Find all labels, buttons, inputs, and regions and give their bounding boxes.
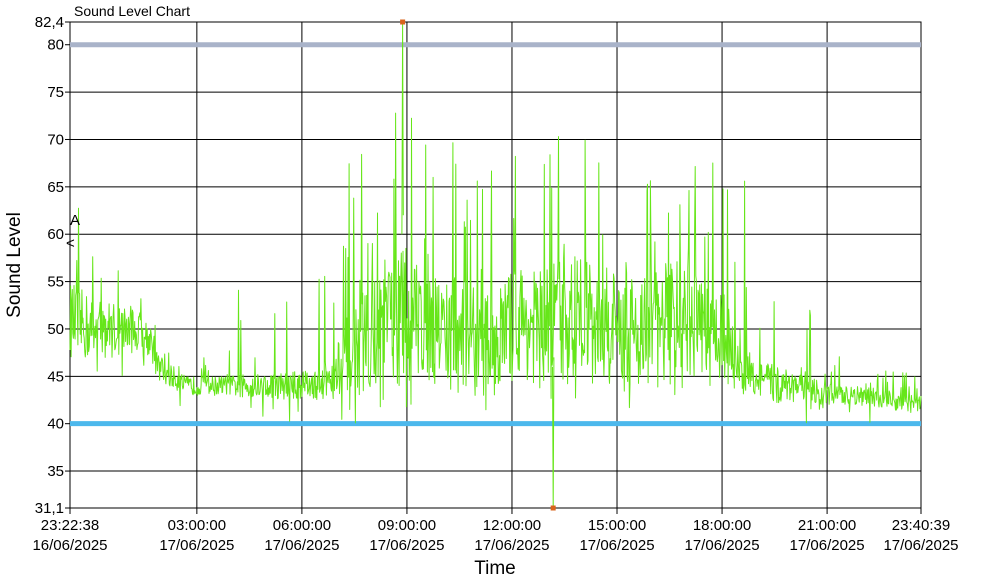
x-tick-time: 06:00:00 [273,517,331,534]
y-tick-label: 35 [47,463,64,480]
y-axis-label: Sound Level [4,212,25,318]
y-tick-label: 31,1 [35,500,64,517]
y-tick-label: 50 [47,321,64,338]
x-tick-date: 17/06/2025 [883,537,958,554]
extreme-markers [400,19,556,511]
x-tick-time: 12:00:00 [483,517,541,534]
x-tick-time: 03:00:00 [168,517,226,534]
y-tick-label: 40 [47,416,64,433]
x-tick-date: 17/06/2025 [369,537,444,554]
x-tick-date: 17/06/2025 [159,537,234,554]
threshold-lines [70,42,921,427]
y-axis-ticks: 82,4 80 75 70 65 60 55 50 45 40 35 31,1 [35,14,70,517]
x-axis-ticks: 23:22:38 16/06/2025 03:00:00 17/06/2025 06:0… [32,508,959,554]
chart-title: Sound Level Chart [74,3,190,19]
x-tick-time: 09:00:00 [378,517,436,534]
x-tick-date: 17/06/2025 [264,537,339,554]
x-tick-time: 15:00:00 [588,517,646,534]
x-tick-date: 17/06/2025 [790,537,865,554]
marker-glyph: < [66,235,75,252]
x-tick-time: 23:40:39 [892,517,950,534]
y-tick-label: 55 [47,274,64,291]
max-marker [400,19,406,25]
x-tick-date: 17/06/2025 [685,537,760,554]
y-tick-label: 45 [47,368,64,385]
y-tick-label: 80 [47,37,64,54]
x-axis-label: Time [474,558,516,579]
y-tick-label: 82,4 [35,14,64,31]
y-tick-label: 65 [47,179,64,196]
x-tick-time: 23:22:38 [41,517,99,534]
grid-lines [70,22,921,508]
x-tick-date: 16/06/2025 [32,537,107,554]
plot-frame [69,21,922,509]
marker-label-a: A [70,212,80,229]
min-marker [550,505,556,511]
x-tick-time: 18:00:00 [693,517,751,534]
x-tick-time: 21:00:00 [798,517,856,534]
y-tick-label: 70 [47,131,64,148]
x-tick-date: 17/06/2025 [474,537,549,554]
y-tick-label: 60 [47,226,64,243]
y-tick-label: 75 [47,84,64,101]
x-tick-date: 17/06/2025 [579,537,654,554]
